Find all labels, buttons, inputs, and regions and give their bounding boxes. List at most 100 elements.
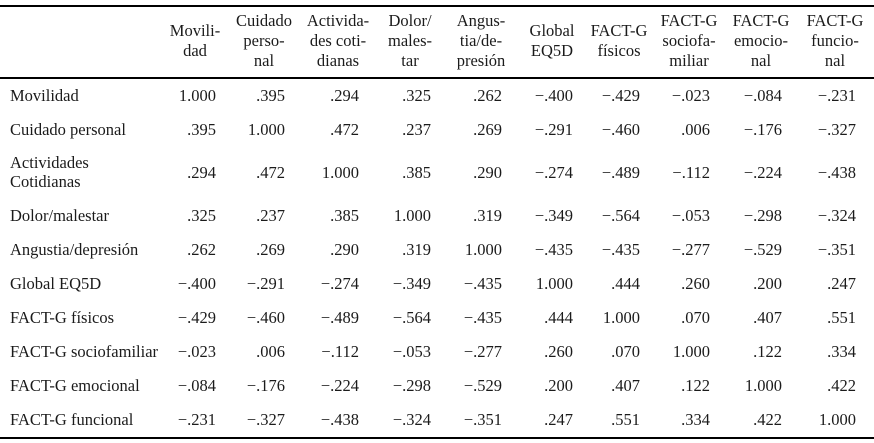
correlation-value: −.349 (534, 206, 573, 226)
table-cell: .551 (586, 403, 652, 438)
table-cell: 1.000 (300, 147, 376, 199)
table-cell: .260 (652, 267, 726, 301)
correlation-value: .407 (611, 376, 640, 396)
correlation-value: .262 (473, 86, 502, 106)
table-cell: −.298 (726, 199, 796, 233)
table-cell: .334 (652, 403, 726, 438)
correlation-value: −.351 (463, 410, 502, 430)
correlation-value: .319 (402, 240, 431, 260)
correlation-value: −.435 (463, 274, 502, 294)
correlation-value: −.460 (246, 308, 285, 328)
correlation-value: .262 (187, 240, 216, 260)
correlation-value: 1.000 (535, 274, 573, 294)
correlation-value: −.176 (743, 120, 782, 140)
table-cell: −.429 (162, 301, 228, 335)
table-cell: .200 (726, 267, 796, 301)
correlation-value: .395 (256, 86, 285, 106)
table-cell: .070 (586, 335, 652, 369)
table-cell: −.438 (300, 403, 376, 438)
table-cell: −.053 (376, 335, 444, 369)
correlation-value: −.327 (246, 410, 285, 430)
table-cell: .122 (726, 335, 796, 369)
row-label: FACT-G emocional (10, 375, 140, 395)
table-cell: −.489 (300, 301, 376, 335)
correlation-value: −.112 (672, 163, 710, 183)
correlation-value: −.231 (177, 410, 216, 430)
correlation-value: .422 (827, 376, 856, 396)
table-cell: −.327 (796, 113, 874, 147)
correlation-value: −.023 (671, 86, 710, 106)
table-cell: −.400 (162, 267, 228, 301)
table-cell: .269 (228, 233, 300, 267)
table-cell: −.460 (228, 301, 300, 335)
correlation-value: −.327 (817, 120, 856, 140)
correlation-value: −.291 (534, 120, 573, 140)
correlation-value: 1.000 (247, 120, 285, 140)
correlation-value: −.274 (534, 163, 573, 183)
correlation-value: .269 (473, 120, 502, 140)
column-header-factg-emocional: FACT-G emocio- nal (732, 11, 790, 70)
row-label: Global EQ5D (10, 273, 102, 293)
table-cell: −.435 (444, 267, 518, 301)
table-cell: .269 (444, 113, 518, 147)
correlation-value: −.274 (320, 274, 359, 294)
correlation-value: −.224 (320, 376, 359, 396)
correlation-value: .407 (753, 308, 782, 328)
table-cell: −.231 (796, 78, 874, 113)
correlation-value: −.429 (601, 86, 640, 106)
column-header-cuidado-personal: Cuidado perso- nal (236, 11, 292, 70)
correlation-value: −.298 (743, 206, 782, 226)
correlation-value: .200 (753, 274, 782, 294)
table-cell: −.324 (796, 199, 874, 233)
table-row: FACT-G físicos −.429 −.460 −.489 −.564 −.435.… (0, 301, 874, 335)
table-cell: −.324 (376, 403, 444, 438)
correlation-value: −.231 (817, 86, 856, 106)
table-cell: −.176 (228, 369, 300, 403)
correlation-value: .070 (681, 308, 710, 328)
table-cell: −.023 (162, 335, 228, 369)
table-row: Dolor/malestar .325 .237 .385 1.000 .319 −.349… (0, 199, 874, 233)
table-cell: .200 (518, 369, 586, 403)
column-header-factg-fisicos: FACT-G físicos (590, 20, 648, 60)
column-header-dolor-malestar: Dolor/ males- tar (388, 11, 432, 70)
correlation-value: .319 (473, 206, 502, 226)
table-cell: −.053 (652, 199, 726, 233)
correlation-value: .006 (256, 342, 285, 362)
column-header-factg-sociofamiliar: FACT-G sociofa- miliar (660, 11, 718, 70)
correlation-value: −.112 (321, 342, 359, 362)
correlation-value: .444 (611, 274, 640, 294)
table-cell: .319 (444, 199, 518, 233)
correlation-value: .200 (544, 376, 573, 396)
table-cell: −.460 (586, 113, 652, 147)
row-label: Actividades Cotidianas (10, 153, 89, 192)
correlation-value: .290 (473, 163, 502, 183)
correlation-value: −.053 (392, 342, 431, 362)
correlation-value: 1.000 (672, 342, 710, 362)
table-row: FACT-G sociofamiliar −.023 .006 −.112 −.053 −… (0, 335, 874, 369)
correlation-value: .472 (256, 163, 285, 183)
table-cell: .407 (726, 301, 796, 335)
table-cell: .551 (796, 301, 874, 335)
correlation-value: −.438 (320, 410, 359, 430)
table-cell: 1.000 (228, 113, 300, 147)
correlation-value: −.224 (743, 163, 782, 183)
correlation-value: .122 (681, 376, 710, 396)
table-cell: .422 (726, 403, 796, 438)
correlation-value: .472 (330, 120, 359, 140)
table-cell: .385 (300, 199, 376, 233)
correlation-value: −.084 (743, 86, 782, 106)
correlation-value: −.277 (671, 240, 710, 260)
table-cell: −.112 (652, 147, 726, 199)
table-cell: .294 (300, 78, 376, 113)
correlation-value: .237 (256, 206, 285, 226)
table-cell: .237 (376, 113, 444, 147)
correlation-value: .290 (330, 240, 359, 260)
correlation-value: −.460 (601, 120, 640, 140)
table-cell: .472 (300, 113, 376, 147)
table-cell: −.435 (518, 233, 586, 267)
correlation-value: .395 (187, 120, 216, 140)
table-cell: −.084 (726, 78, 796, 113)
row-label: FACT-G sociofamiliar (10, 341, 159, 361)
corner-cell (0, 6, 162, 78)
